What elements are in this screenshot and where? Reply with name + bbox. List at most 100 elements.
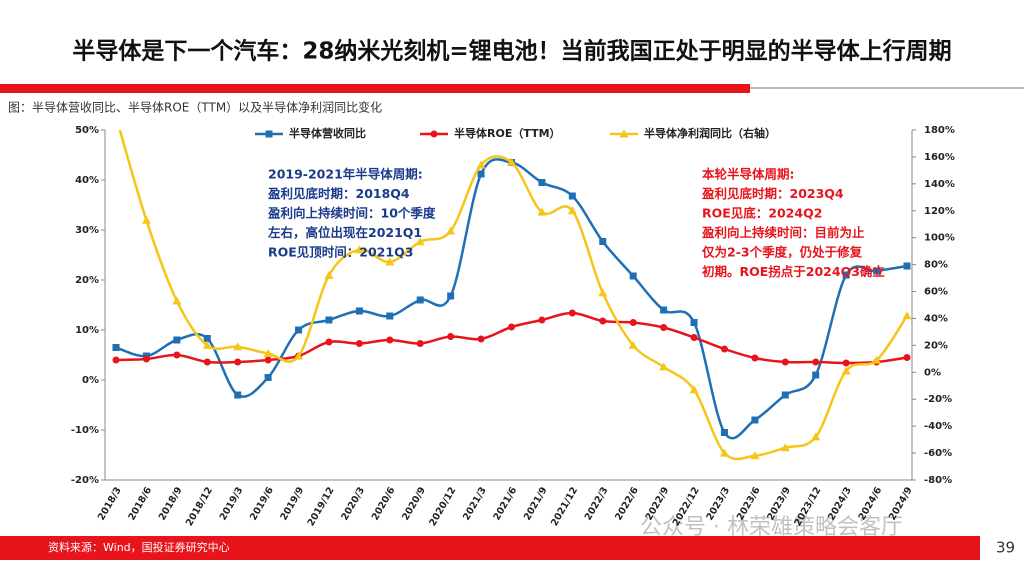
y2-tick-label: -80% (924, 475, 952, 486)
marker (203, 335, 211, 342)
marker (263, 348, 273, 357)
x-tick-label: 2020/9 (400, 485, 428, 522)
y2-tick-label: -40% (924, 421, 952, 432)
y2-tick-label: 20% (924, 340, 948, 351)
marker (628, 340, 638, 349)
marker (538, 179, 546, 186)
marker (173, 336, 181, 344)
y2-tick-label: 120% (924, 206, 955, 217)
y-tick-label: 20% (75, 275, 99, 286)
annotation: 本轮半导体周期: (702, 167, 795, 182)
y2-tick-label: -20% (924, 394, 952, 405)
marker (872, 355, 882, 364)
marker (508, 323, 515, 331)
marker (629, 272, 637, 280)
y2-tick-label: 60% (924, 287, 948, 298)
marker (416, 296, 424, 304)
marker (750, 451, 760, 460)
y2-tick-label: 80% (924, 260, 948, 271)
y2-tick-label: 100% (924, 233, 955, 244)
marker (476, 160, 486, 169)
annotation: 盈利见底时期：2023Q4 (701, 186, 844, 201)
series-line (115, 311, 908, 365)
marker (903, 354, 911, 361)
marker (599, 317, 607, 325)
marker (233, 342, 243, 351)
x-tick-label: 2019/3 (218, 485, 246, 522)
marker (812, 371, 820, 379)
marker (173, 351, 181, 359)
y2-tick-label: 180% (924, 125, 955, 136)
marker (781, 358, 789, 366)
marker (112, 356, 120, 364)
x-tick-label: 2020/12 (427, 485, 458, 528)
marker (355, 340, 363, 347)
legend-marker (265, 130, 273, 138)
y-tick-label: -10% (71, 425, 99, 436)
annotation: 仅为2-3个季度，仍处于修复 (701, 245, 863, 260)
marker (873, 267, 881, 275)
title: 半导体是下一个汽车：28纳米光刻机=锂电池！当前我国正处于明显的半导体上行周期 (72, 38, 951, 65)
marker (234, 391, 242, 399)
y2-tick-label: 160% (924, 152, 955, 163)
annotation: 盈利见底时期：2018Q4 (267, 186, 410, 201)
marker (781, 391, 789, 399)
x-tick-label: 2018/12 (184, 485, 215, 528)
y-tick-label: 10% (75, 325, 99, 336)
marker (415, 237, 425, 246)
source: 资料来源：Wind，国投证券研究中心 (48, 540, 230, 554)
marker (660, 324, 668, 331)
marker (720, 345, 728, 353)
marker (780, 443, 790, 452)
annotation: 初期。ROE拐点于2024Q3确立 (702, 264, 885, 279)
marker (842, 359, 850, 367)
y2-tick-label: 140% (924, 179, 955, 190)
marker (538, 316, 546, 324)
legend-label: 半导体营收同比 (289, 126, 366, 140)
y2-tick-label: 40% (924, 313, 948, 324)
marker (112, 344, 120, 351)
marker (507, 157, 516, 166)
marker (294, 351, 304, 360)
marker (203, 358, 211, 366)
marker (568, 192, 576, 200)
marker (264, 374, 272, 381)
marker (295, 326, 303, 334)
marker (902, 311, 912, 320)
marker (477, 170, 485, 178)
marker (659, 362, 669, 371)
annotation: ROE见底：2024Q2 (702, 206, 822, 221)
x-tick-label: 2021/9 (522, 485, 550, 522)
x-tick-label: 2018/9 (157, 485, 185, 522)
footer-bar (0, 536, 980, 560)
marker (811, 432, 821, 441)
x-tick-label: 2020/6 (370, 485, 398, 522)
marker (690, 319, 698, 326)
marker (903, 262, 911, 270)
annotation: 盈利向上持续时间：目前为止 (701, 225, 865, 240)
plot (112, 130, 912, 461)
marker (660, 306, 668, 314)
marker (325, 338, 333, 346)
y2-tick-label: 0% (924, 367, 941, 378)
marker (689, 385, 699, 394)
marker (202, 340, 212, 349)
marker (355, 307, 363, 315)
marker (720, 429, 728, 436)
marker (324, 270, 334, 279)
marker (598, 288, 608, 297)
y-tick-label: 30% (75, 225, 99, 236)
title-rule (0, 84, 750, 93)
x-tick-label: 2019/6 (248, 485, 276, 522)
marker (537, 207, 547, 216)
marker (568, 309, 576, 317)
marker (629, 319, 637, 326)
x-tick-label: 2022/6 (613, 485, 641, 522)
x-tick-label: 2022/3 (583, 485, 611, 522)
annotation: ROE见顶时间：2021Q3 (268, 245, 413, 260)
x-tick-label: 2018/6 (126, 485, 154, 522)
y-tick-label: 40% (75, 175, 99, 186)
x-tick-label: 2021/12 (549, 485, 580, 528)
x-tick-label: 2019/12 (306, 485, 337, 528)
